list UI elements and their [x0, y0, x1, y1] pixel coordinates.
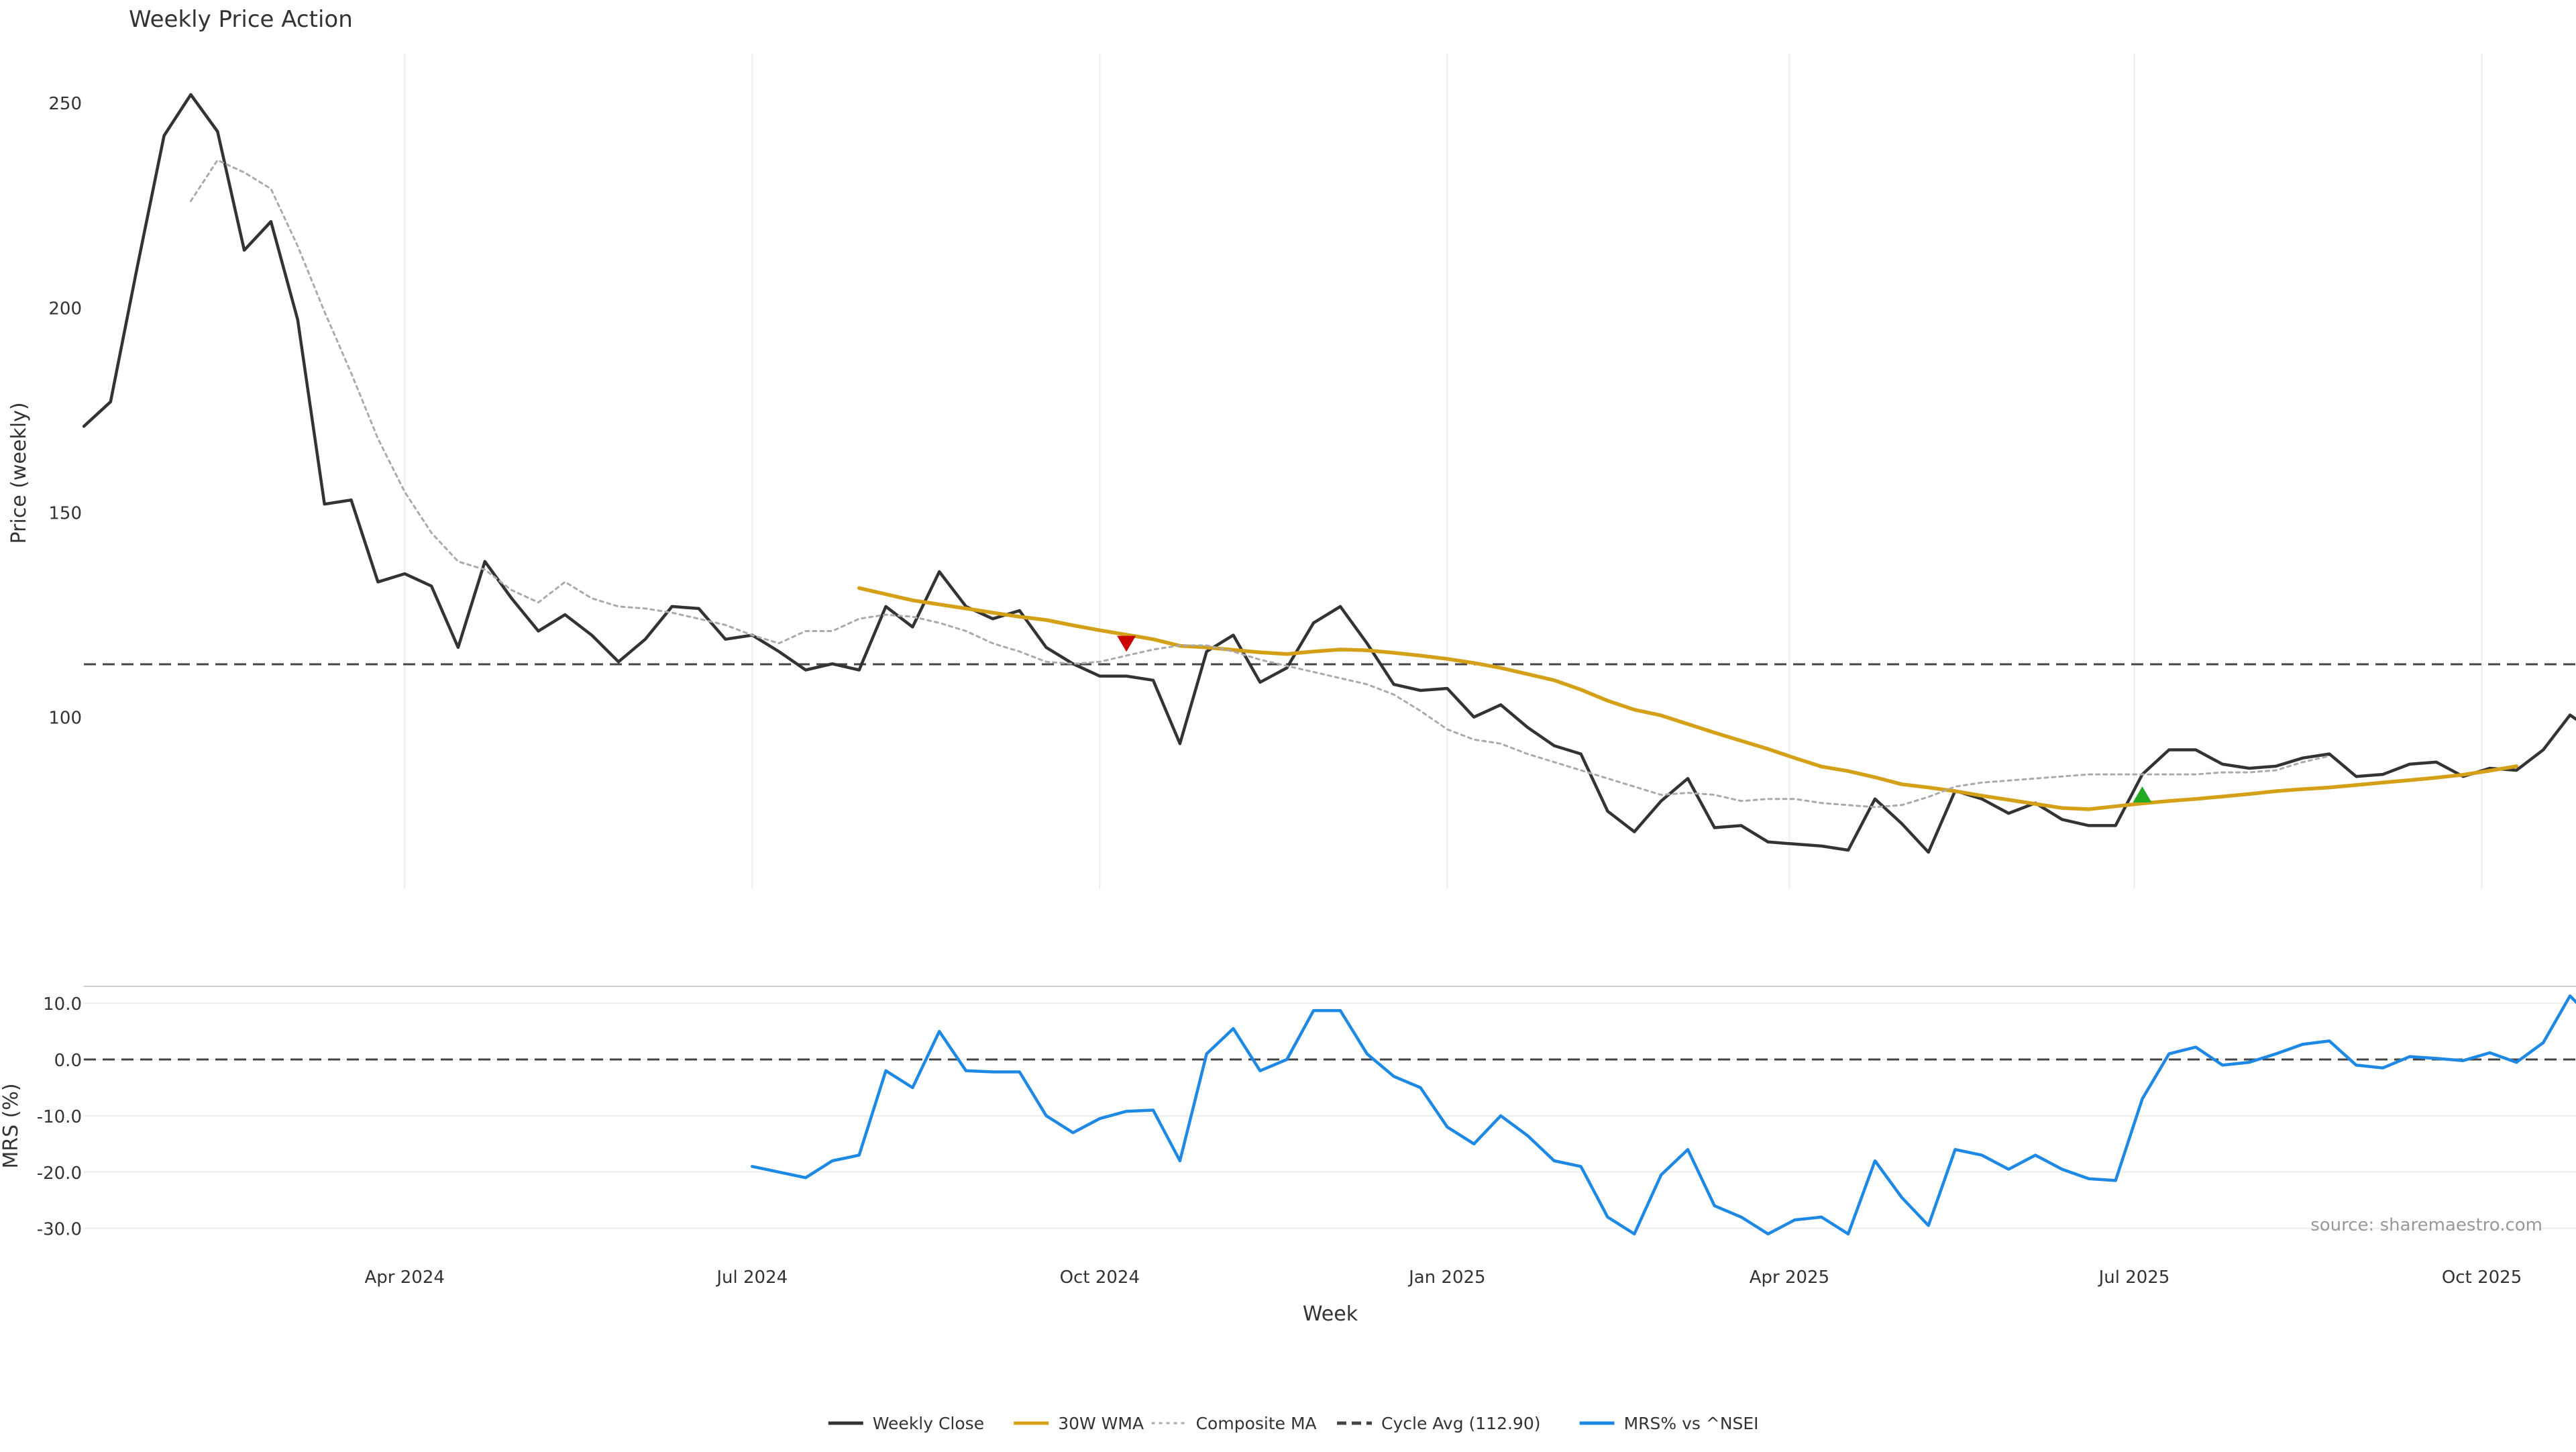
price-y-axis-label: Price (weekly) [7, 402, 31, 543]
price-markers-group [1117, 635, 2152, 802]
price-y-tick-label: 250 [48, 94, 82, 114]
series-mrs-vs-nsei-line [751, 994, 2576, 1236]
buy-signal-marker [2133, 786, 2152, 802]
x-tick-label: Jan 2025 [1407, 1267, 1486, 1288]
legend-item-label: MRS% vs ^NSEI [1624, 1414, 1759, 1433]
source-note: source: sharemaestro.com [2310, 1215, 2542, 1235]
price-x-gridlines [404, 54, 2483, 889]
mrs-series-group [751, 994, 2576, 1236]
price-y-tick-label: 150 [48, 504, 82, 524]
x-tick-label: Oct 2024 [1060, 1267, 1140, 1288]
legend-item-label: Composite MA [1196, 1414, 1317, 1433]
x-tick-label: Apr 2024 [364, 1267, 444, 1288]
mrs-y-tick-labels: 10.0 0.0 -10.0 -20.0 -30.0 [37, 994, 82, 1239]
legend-item-label: Cycle Avg (112.90) [1381, 1414, 1541, 1433]
x-axis-label: Week [1303, 1302, 1358, 1326]
series-weekly-close-line [82, 93, 2576, 854]
x-tick-label: Oct 2025 [2442, 1267, 2522, 1288]
x-tick-label: Apr 2025 [1750, 1267, 1829, 1288]
x-tick-label: Jul 2024 [715, 1267, 788, 1288]
legend-item-label: 30W WMA [1058, 1414, 1144, 1433]
legend-item-label: Weekly Close [873, 1414, 984, 1433]
mrs-y-tick-label: 10.0 [43, 994, 82, 1015]
price-y-tick-label: 200 [48, 299, 82, 319]
mrs-y-tick-label: -10.0 [37, 1107, 82, 1127]
x-tick-label: Jul 2025 [2098, 1267, 2170, 1288]
mrs-y-tick-label: -30.0 [37, 1220, 82, 1240]
chart-title: Weekly Price Action [129, 6, 353, 33]
price-y-tick-labels: 100 150 200 250 [48, 94, 82, 728]
mrs-y-tick-label: -20.0 [37, 1163, 82, 1184]
x-tick-labels: Apr 2024 Jul 2024 Oct 2024 Jan 2025 Apr 2025… [364, 1267, 2522, 1288]
series-composite-ma-line [189, 159, 2330, 809]
mrs-y-tick-label: 0.0 [54, 1051, 82, 1071]
price-y-tick-label: 100 [48, 709, 82, 729]
legend: Weekly Close 30W WMA Composite MA Cycle Avg… [828, 1414, 1759, 1433]
sell-signal-marker [1117, 635, 1136, 652]
mrs-y-axis-label: MRS (%) [0, 1083, 23, 1168]
